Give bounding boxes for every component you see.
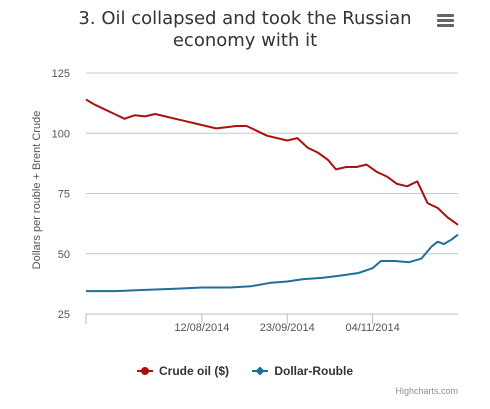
legend-dollar-rouble-symbol xyxy=(252,366,269,376)
y-axis-label: Dollars per rouble + Brent Crude xyxy=(31,111,43,270)
y-tick-label: 125 xyxy=(52,68,70,80)
legend-crude-oil-symbol xyxy=(136,366,153,376)
x-tick-label: 04/11/2014 xyxy=(345,322,399,334)
series-lines xyxy=(85,98,459,293)
legend-item-dollar-rouble[interactable]: Dollar-Rouble xyxy=(252,364,353,378)
credits-link[interactable]: Highcharts.com xyxy=(395,386,458,396)
hamburger-menu-icon[interactable] xyxy=(436,12,456,28)
chart-title: 3. Oil collapsed and took the Russian ec… xyxy=(78,8,412,51)
legend: Crude oil ($) Dollar-Rouble xyxy=(0,364,490,379)
series-line-dollar-rouble[interactable] xyxy=(86,233,459,293)
y-tick-label: 25 xyxy=(58,309,70,321)
legend-dollar-rouble-label: Dollar-Rouble xyxy=(274,364,354,378)
y-tick-labels: 25 50 75 100 125 xyxy=(52,68,70,321)
x-tick-label: 12/08/2014 xyxy=(174,322,229,334)
y-tick-label: 50 xyxy=(58,249,70,261)
x-axis: 12/08/2014 23/09/2014 04/11/2014 xyxy=(85,313,458,334)
y-tick-label: 100 xyxy=(52,128,70,140)
series-line-crude-oil[interactable] xyxy=(85,98,459,226)
chart-svg: 25 50 75 100 125 12/08/2014 23/09/2014 04/11/2… xyxy=(31,68,459,334)
grid-lines xyxy=(86,72,458,255)
legend-crude-oil-label: Crude oil ($) xyxy=(158,364,229,378)
x-tick-label: 23/09/2014 xyxy=(260,322,315,334)
legend-item-crude-oil[interactable]: Crude oil ($) xyxy=(136,364,229,378)
y-tick-label: 75 xyxy=(58,189,70,201)
